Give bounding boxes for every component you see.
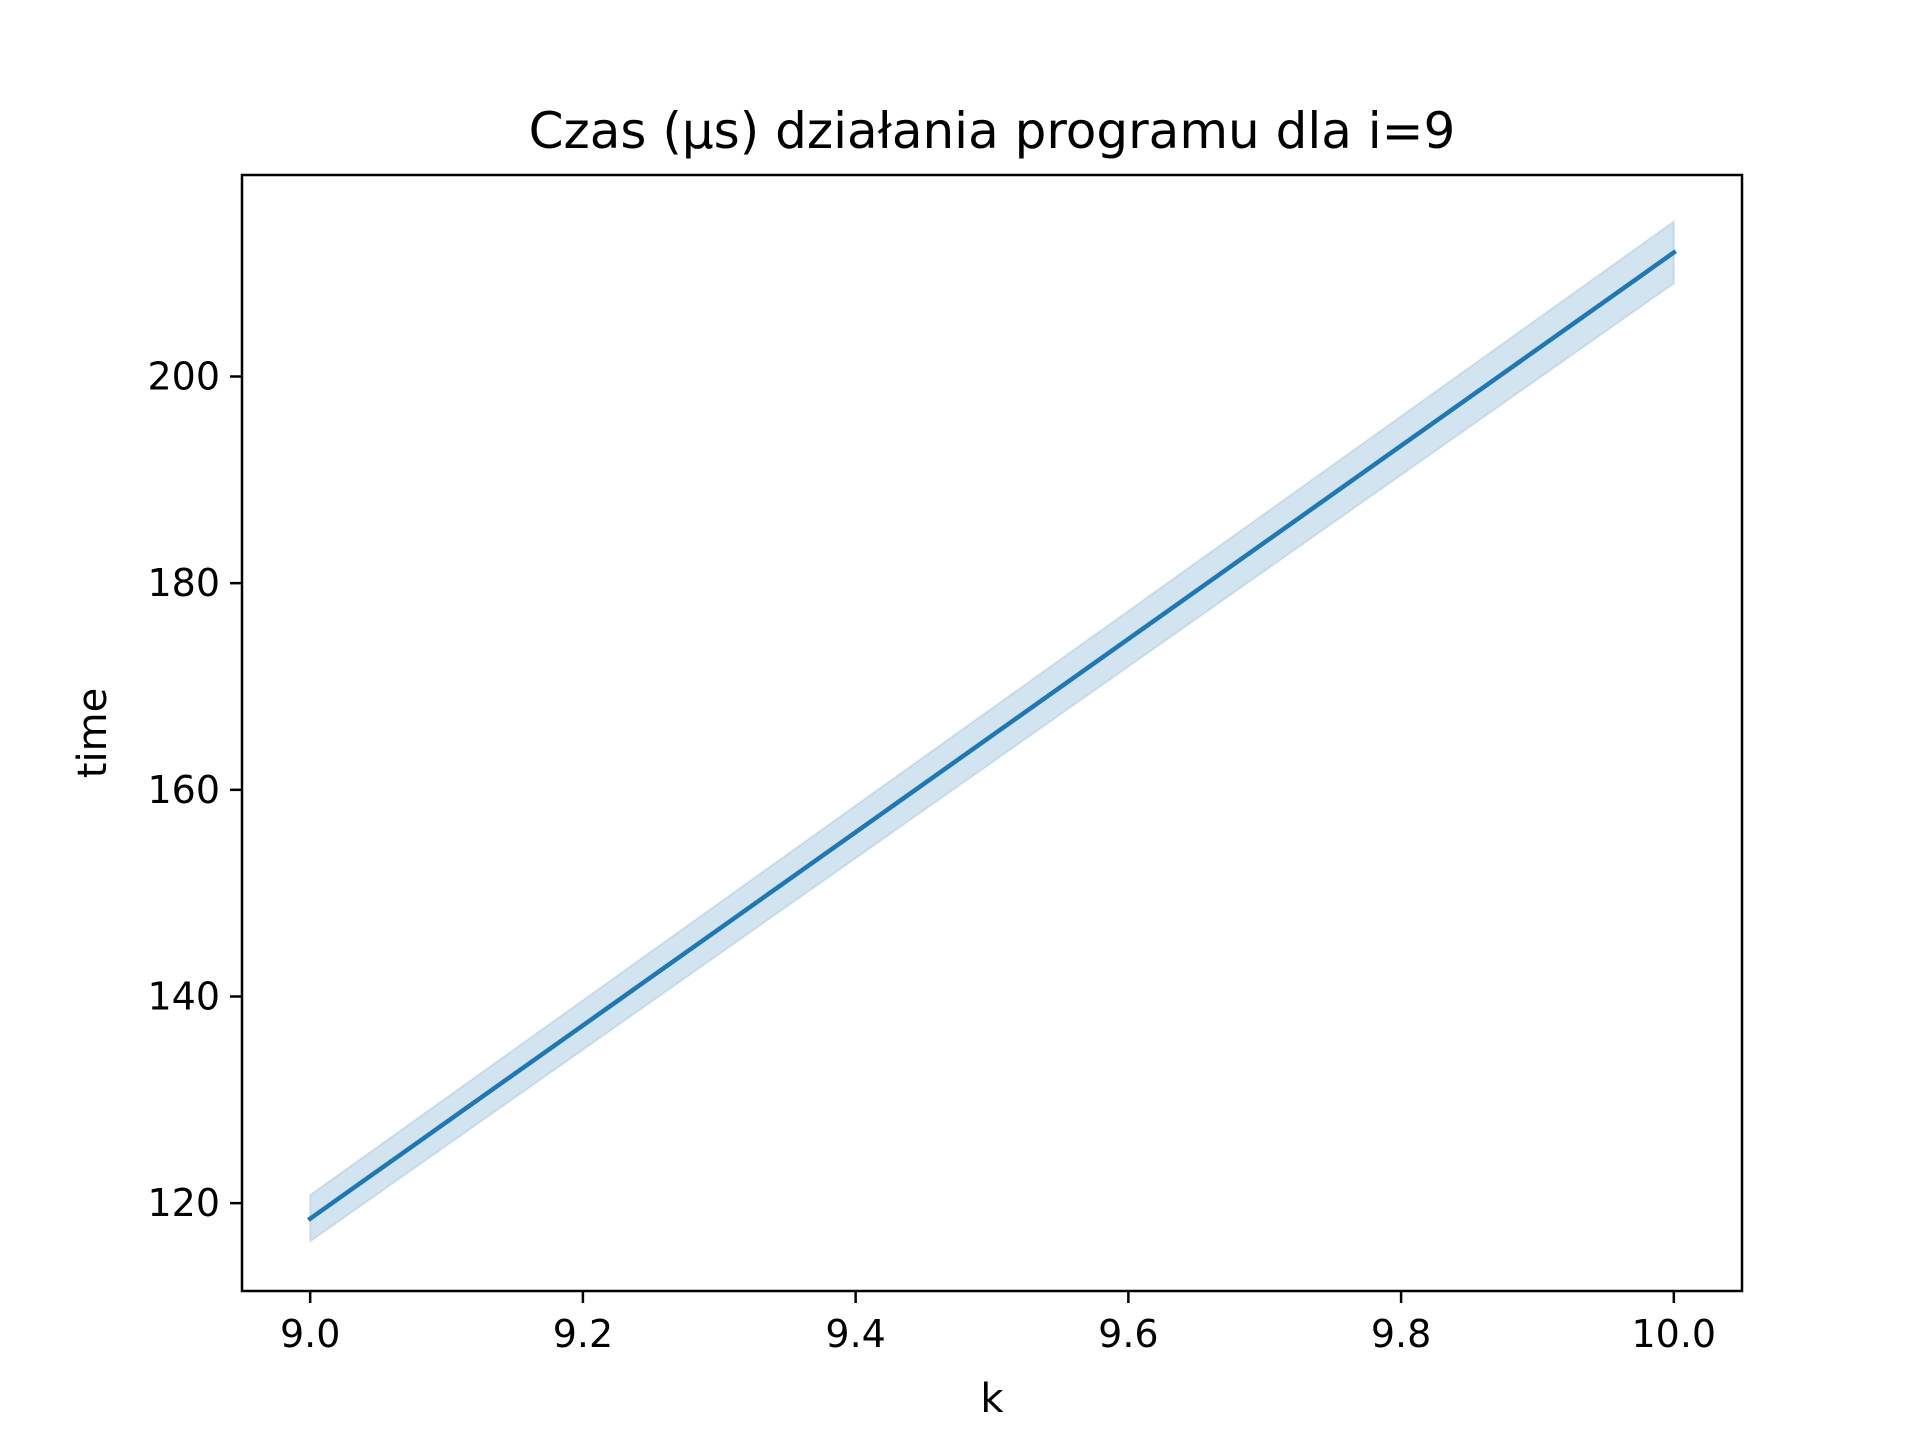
chart-title: Czas (µs) działania programu dla i=9: [529, 102, 1456, 160]
y-tick-label: 140: [147, 975, 220, 1019]
x-tick-label: 9.0: [280, 1312, 340, 1356]
x-tick-label: 9.6: [1098, 1312, 1158, 1356]
y-axis-label: time: [70, 688, 116, 778]
series-line: [307, 249, 1677, 1222]
y-axis-ticks: 120 140 160 180 200: [147, 355, 242, 1225]
x-axis-ticks: 9.0 9.2 9.4 9.6 9.8 10.0: [280, 1291, 1716, 1356]
x-tick-label: 9.2: [553, 1312, 613, 1356]
plot-area: [307, 219, 1677, 1244]
y-tick-label: 160: [147, 768, 220, 812]
x-tick-label: 9.8: [1371, 1312, 1431, 1356]
x-tick-label: 9.4: [825, 1312, 885, 1356]
y-tick-label: 200: [147, 355, 220, 399]
x-tick-label: 10.0: [1632, 1312, 1717, 1356]
y-tick-label: 120: [147, 1181, 220, 1225]
x-axis-label: k: [980, 1376, 1004, 1422]
axes-frame: [240, 173, 1744, 1293]
y-tick-label: 180: [147, 561, 220, 605]
confidence-band: [309, 219, 1675, 1244]
